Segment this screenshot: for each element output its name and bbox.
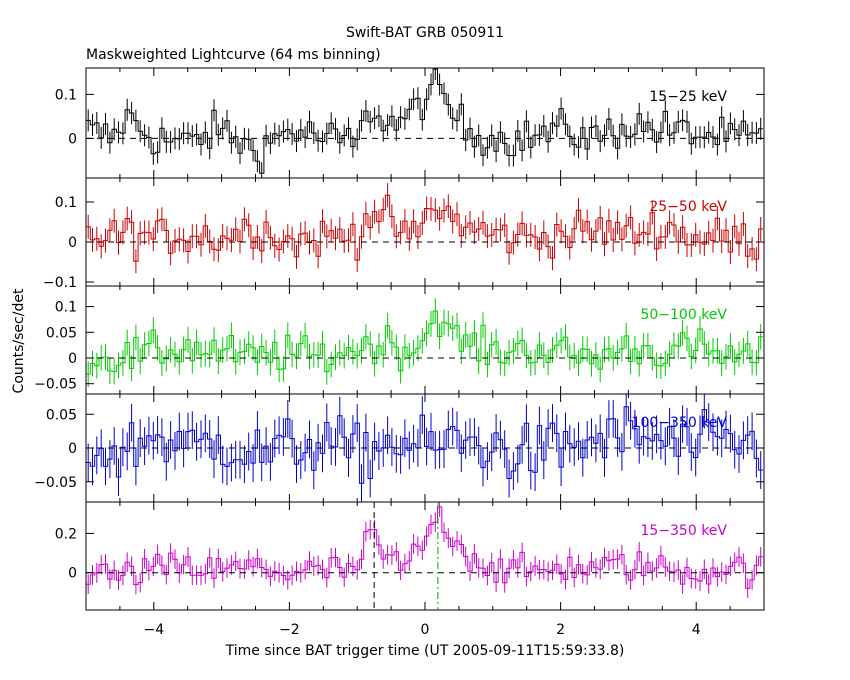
- series-line-panel-1: [86, 68, 763, 174]
- series-line-panel-5: [86, 506, 763, 589]
- y-tick-label: 0.05: [46, 325, 77, 341]
- y-tick-label: 0: [68, 235, 77, 251]
- panel-frame: [85, 177, 765, 287]
- panel-2: −0.1 0 0.1 25−50 keV: [43, 177, 765, 291]
- chart-subtitle: Maskweighted Lightcurve (64 ms binning): [86, 47, 381, 63]
- x-tick-label: 4: [692, 622, 701, 638]
- y-tick-label: 0: [68, 351, 77, 367]
- y-tick-label: −0.05: [34, 377, 77, 393]
- error-bars-panel-2: [87, 183, 762, 274]
- panel-label: 50−100 keV: [640, 307, 727, 323]
- error-bars-panel-1: [87, 68, 762, 178]
- panel-label: 100−350 keV: [632, 415, 728, 431]
- x-tick-label: 2: [556, 622, 565, 638]
- panels-group: 0 0.1 15−25 keV −0.1 0 0.1 25−50 keV −0.05 0 0.05…: [34, 67, 765, 638]
- y-tick-label: 0.1: [55, 300, 77, 316]
- chart-title: Swift-BAT GRB 050911: [346, 25, 504, 41]
- y-tick-label: 0.2: [55, 526, 77, 542]
- y-tick-label: 0.1: [55, 195, 77, 211]
- panel-label: 15−25 keV: [649, 89, 727, 105]
- x-tick-label: −4: [143, 622, 164, 638]
- y-tick-label: 0.05: [46, 407, 77, 423]
- x-axis-label: Time since BAT trigger time (UT 2005-09-…: [225, 643, 625, 659]
- x-tick-label: 0: [421, 622, 430, 638]
- series-line-panel-4: [86, 406, 763, 484]
- y-tick-label: −0.1: [43, 275, 77, 291]
- series-line-panel-3: [86, 310, 763, 375]
- y-tick-label: 0.1: [55, 87, 77, 103]
- panel-5: 0 0.2 15−350 keV: [55, 501, 765, 611]
- panel-4: −0.05 0 0.05 100−350 keV: [34, 393, 765, 503]
- y-tick-label: 0: [68, 566, 77, 582]
- x-tick-label: −2: [279, 622, 300, 638]
- panel-label: 15−350 keV: [640, 523, 727, 539]
- panel-1: 0 0.1 15−25 keV: [55, 67, 765, 179]
- panel-3: −0.05 0 0.05 0.1 50−100 keV: [34, 285, 765, 395]
- y-tick-label: 0: [68, 441, 77, 457]
- panel-label: 25−50 keV: [649, 199, 727, 215]
- y-tick-label: −0.05: [34, 475, 77, 491]
- y-tick-label: 0: [68, 131, 77, 147]
- y-axis-label: Counts/sec/det: [11, 288, 27, 393]
